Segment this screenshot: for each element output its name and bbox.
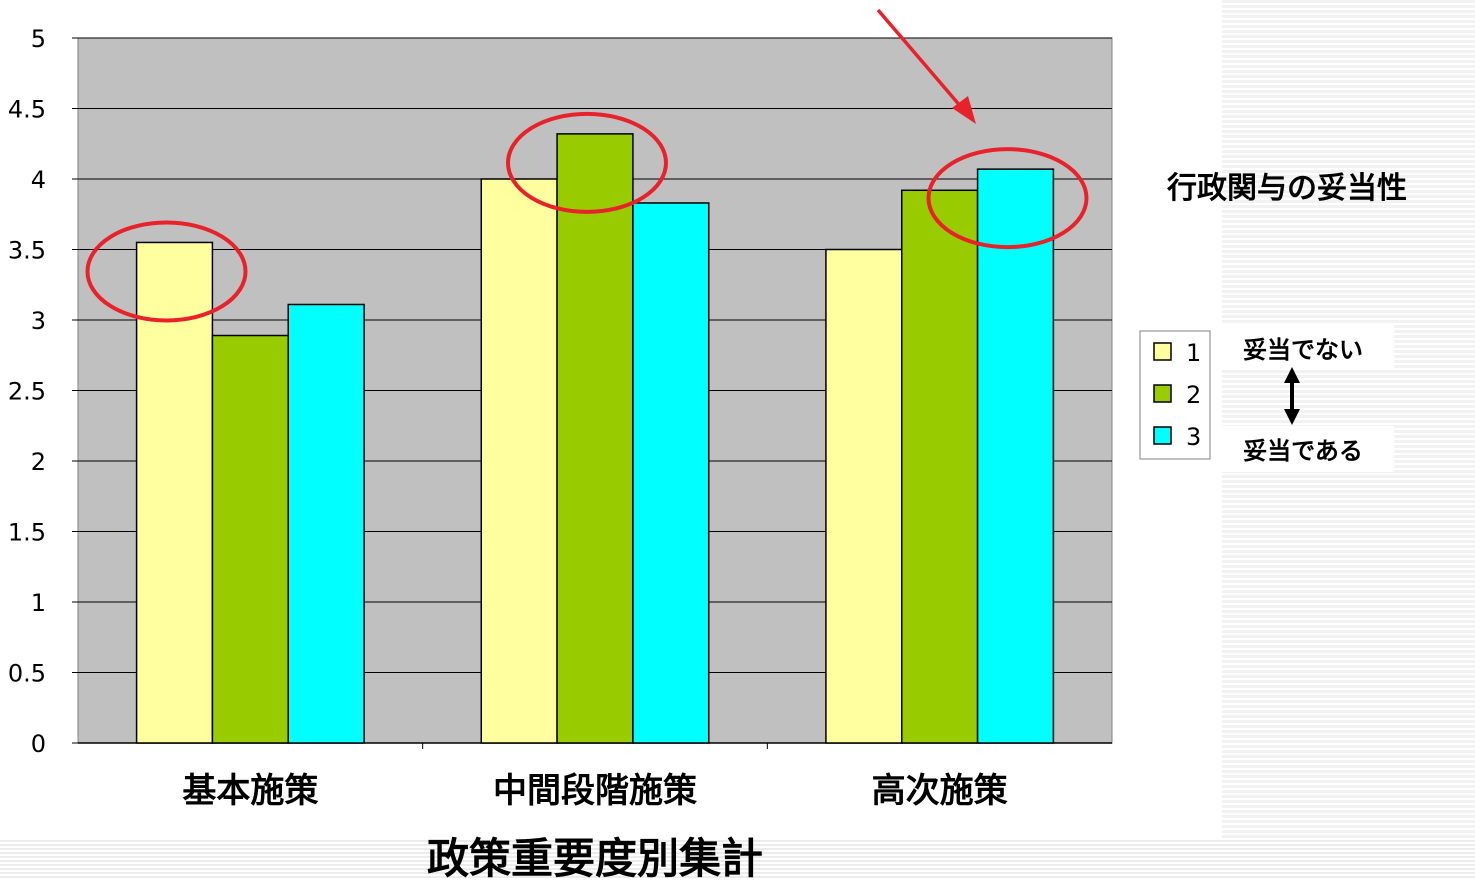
- bar-中間段階施策-series-2: [556, 133, 634, 744]
- bar-高次施策-series-2: [901, 189, 979, 744]
- bars: [135, 133, 1055, 744]
- legend-label: 2: [1186, 381, 1201, 409]
- x-tick-label: 高次施策: [872, 771, 1008, 811]
- side-title: 行政関与の妥当性: [1166, 171, 1407, 206]
- y-tick-label: 4: [31, 166, 46, 194]
- chart-title: 政策重要度別集計: [427, 834, 763, 880]
- bar-基本施策-series-2: [211, 334, 289, 744]
- legend-swatch: [1153, 342, 1172, 361]
- legend: 1 2 3: [1139, 330, 1211, 460]
- legend-note-top: 妥当でない: [1243, 336, 1363, 364]
- y-tick-label: 1.5: [8, 519, 46, 547]
- y-tick-label: 0: [31, 730, 46, 758]
- y-tick-labels: 0 0.5 1 1.5 2 2.5 3 3.5 4 4.5 5: [8, 25, 46, 758]
- highlight-ellipse: [926, 147, 1089, 250]
- legend-box: [1139, 330, 1211, 460]
- background-stripes-bottom: [0, 840, 1475, 880]
- legend-swatch: [1153, 426, 1172, 445]
- y-tick-label: 5: [31, 25, 46, 53]
- legend-label: 1: [1186, 339, 1201, 367]
- pointer-arrow: [876, 8, 976, 124]
- legend-swatch: [1153, 384, 1172, 403]
- bar-高次施策-series-1: [825, 248, 903, 744]
- y-tick-label: 2.5: [8, 378, 46, 406]
- highlight-ellipse: [506, 111, 668, 214]
- highlight-ellipse: [85, 220, 248, 323]
- x-tick-label: 基本施策: [182, 771, 318, 811]
- y-tick-label: 4.5: [8, 96, 46, 124]
- y-tick-label: 3: [31, 307, 46, 335]
- legend-label: 3: [1186, 423, 1201, 451]
- y-tick-label: 3.5: [8, 237, 46, 265]
- double-arrow: [1284, 367, 1300, 425]
- bar-中間段階施策-series-1: [480, 178, 558, 744]
- highlight-ellipses: [85, 111, 1089, 323]
- y-tick-label: 2: [31, 448, 46, 476]
- bar-中間段階施策-series-3: [632, 202, 710, 744]
- bar-高次施策-series-3: [976, 168, 1055, 744]
- background-stripes-right: [1222, 0, 1475, 840]
- y-tick-label: 1: [31, 589, 46, 617]
- legend-note-top-bg: [1214, 324, 1394, 370]
- y-tick-label: 0.5: [8, 660, 46, 688]
- legend-note-bottom-bg: [1214, 426, 1394, 472]
- x-tick-labels: 基本施策 中間段階施策 高次施策: [182, 771, 1007, 811]
- bar-基本施策-series-3: [287, 303, 365, 744]
- legend-note-bottom: 妥当である: [1243, 437, 1363, 465]
- x-tick-label: 中間段階施策: [493, 771, 697, 811]
